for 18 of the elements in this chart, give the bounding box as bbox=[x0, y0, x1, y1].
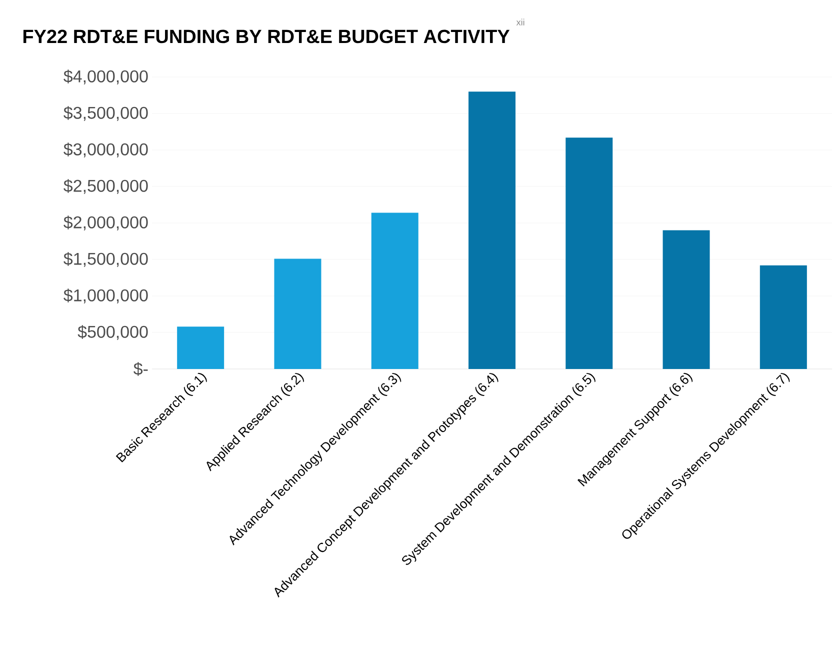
y-tick-label: $1,000,000 bbox=[64, 288, 148, 304]
y-tick-label: $3,500,000 bbox=[64, 106, 148, 121]
text: xii bbox=[516, 18, 524, 26]
bar bbox=[468, 92, 516, 369]
y-tick-label: $1,500,000 bbox=[64, 252, 148, 267]
y-tick-label: $- bbox=[134, 362, 148, 376]
y-tick-label: $500,000 bbox=[78, 325, 148, 340]
bar bbox=[371, 212, 418, 369]
bar bbox=[566, 138, 613, 369]
chart-title: FY22 RDT&E FUNDING BY RDT&E BUDGET ACTIVITY bbox=[23, 30, 510, 44]
bar bbox=[662, 230, 710, 369]
bar bbox=[177, 326, 224, 369]
y-tick-label: $3,000,000 bbox=[64, 142, 148, 158]
y-tick-label: $2,500,000 bbox=[64, 179, 148, 194]
bar bbox=[274, 258, 322, 369]
y-tick-label: $4,000,000 bbox=[64, 70, 148, 84]
y-tick-label: $2,000,000 bbox=[64, 216, 148, 230]
bar bbox=[760, 265, 807, 369]
